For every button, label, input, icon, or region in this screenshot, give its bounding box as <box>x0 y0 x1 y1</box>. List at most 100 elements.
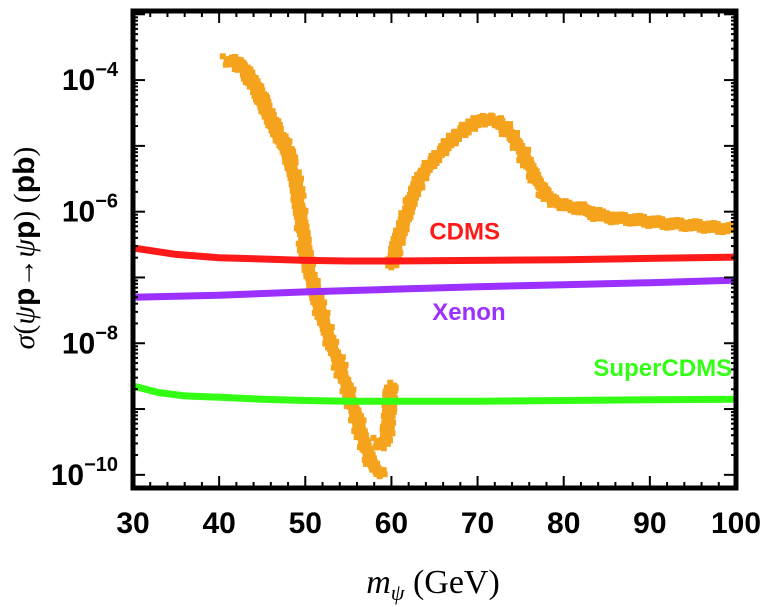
scatter-point <box>533 170 540 177</box>
scatter-point <box>331 359 338 366</box>
scatter-point <box>275 133 282 140</box>
scatter-point <box>705 227 712 234</box>
scatter-point <box>728 227 735 234</box>
scatter-point <box>299 207 305 214</box>
scatter-point <box>284 146 291 153</box>
scatter-point <box>519 153 526 160</box>
scatter-point <box>277 126 284 132</box>
scatter-point <box>289 162 296 169</box>
scatter-point <box>310 261 316 268</box>
scatter-point <box>640 219 646 226</box>
scatter-point <box>295 169 302 176</box>
scatter-point <box>388 264 395 271</box>
scatter-point <box>270 120 277 127</box>
scatter-point <box>303 268 310 275</box>
scatter-point <box>395 226 402 233</box>
scatter-point <box>263 106 270 113</box>
scatter-point <box>302 252 309 259</box>
scatter-point <box>522 159 529 166</box>
scatter-point <box>292 209 299 216</box>
scatter-point <box>570 204 577 211</box>
scatter-point <box>350 386 357 393</box>
scatter-point <box>257 104 264 111</box>
scatter-point <box>384 388 391 395</box>
scatter-point <box>621 212 628 219</box>
scatter-point <box>667 220 674 227</box>
scatter-point <box>636 219 643 226</box>
scatter-point <box>613 218 620 225</box>
scatter-point <box>724 228 731 235</box>
scatter-point <box>317 303 324 309</box>
scatter-point <box>223 56 230 63</box>
x-tick-label: 40 <box>202 507 235 540</box>
scatter-point <box>322 317 329 324</box>
scatter-point <box>392 386 399 393</box>
scatter-point <box>359 446 366 453</box>
scatter-point <box>289 187 296 194</box>
scatter-point <box>219 53 226 60</box>
scatter-point <box>388 411 394 417</box>
scatter-point <box>347 404 354 410</box>
scatter-point <box>415 176 422 182</box>
scatter-point <box>386 414 393 421</box>
scatter-point <box>462 132 469 139</box>
scatter-point <box>423 174 430 181</box>
scatter-point <box>389 404 396 411</box>
scatter-point <box>618 212 624 219</box>
scatter-point <box>394 241 401 248</box>
scatter-point <box>246 83 253 90</box>
scatter-point <box>588 209 595 216</box>
scatter-point <box>306 283 313 290</box>
scatter-point <box>305 244 312 251</box>
scatter-point <box>621 217 628 224</box>
scatter-point <box>336 357 343 364</box>
scatter-point <box>696 224 703 231</box>
scatter-point <box>309 295 316 302</box>
scatter-point <box>556 205 563 212</box>
scatter-point <box>719 225 726 232</box>
scatter-point <box>523 163 530 170</box>
scatter-point <box>318 307 325 314</box>
scatter-point <box>295 215 302 222</box>
scatter-point <box>254 78 261 85</box>
scatter-point <box>626 220 633 227</box>
scatter-point <box>598 215 605 222</box>
scatter-point <box>323 336 330 343</box>
scatter-point <box>507 127 514 133</box>
scatter-point <box>319 325 326 332</box>
scatter-point <box>274 138 281 145</box>
scatter-point <box>575 209 582 216</box>
scatter-point <box>293 184 300 191</box>
scatter-point <box>478 116 485 123</box>
scatter-point <box>389 430 396 437</box>
scatter-point <box>463 126 469 133</box>
scatter-point <box>269 127 275 134</box>
scatter-point <box>312 300 319 307</box>
scatter-point <box>446 136 453 143</box>
series-xenon <box>133 276 736 301</box>
scatter-point <box>339 365 346 372</box>
scatter-point <box>548 196 555 203</box>
scatter-point <box>486 113 493 120</box>
scatter-point <box>582 210 589 217</box>
scatter-point <box>659 216 666 223</box>
scatter-point <box>298 232 305 239</box>
scatter-point <box>664 224 670 231</box>
scatter-point <box>386 384 393 391</box>
series-line <box>133 244 736 265</box>
scatter-point <box>357 425 364 432</box>
scatter-point <box>713 222 720 229</box>
scatter-point <box>257 95 264 102</box>
scatter-point <box>385 262 392 269</box>
scatter-point <box>316 315 323 322</box>
scatter-point <box>302 224 309 231</box>
scatter-point <box>283 160 290 167</box>
scatter-point <box>257 90 263 97</box>
scatter-point <box>293 205 299 212</box>
scatter-point <box>471 116 478 123</box>
scatter-point <box>267 114 274 121</box>
scatter-point <box>636 214 643 221</box>
scatter-point <box>420 164 427 171</box>
scatter-point <box>423 160 430 166</box>
